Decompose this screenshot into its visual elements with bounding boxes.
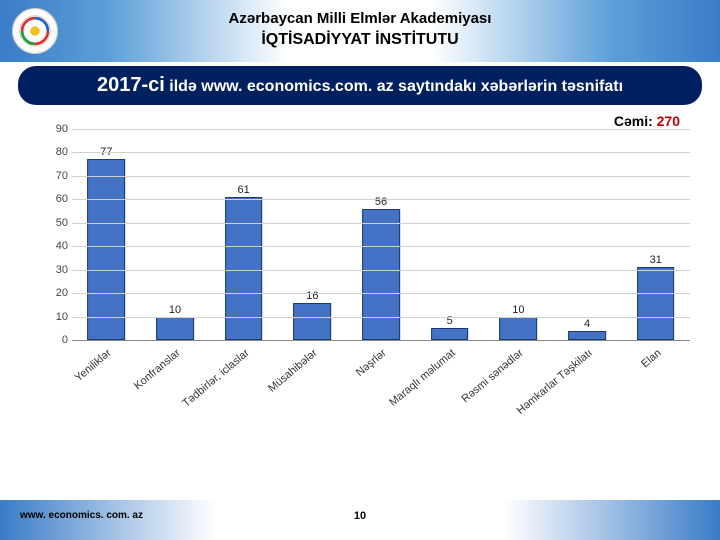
bar-slot: 5 [415, 129, 484, 340]
bar: 10 [499, 317, 537, 340]
grid-line [72, 176, 690, 177]
y-tick-label: 50 [44, 217, 68, 229]
grid-line [72, 246, 690, 247]
x-label-slot: Yeniliklər [72, 341, 141, 431]
logo [12, 8, 58, 54]
y-tick-label: 60 [44, 193, 68, 205]
bar: 16 [293, 303, 331, 341]
x-label-slot: Həmkarlar Təşkilatı [553, 341, 622, 431]
chart-total: Cəmi: 270 [0, 105, 720, 129]
bars-container: 77 10 61 16 56 5 10 4 31 [72, 129, 690, 340]
y-tick-label: 70 [44, 170, 68, 182]
y-tick-label: 40 [44, 240, 68, 252]
bar: 56 [362, 209, 400, 340]
bar: 77 [87, 159, 125, 340]
bar-value-label: 61 [238, 184, 250, 198]
plot-area: 7710611656510431 0102030405060708090 [72, 129, 690, 341]
bar-slot: 10 [141, 129, 210, 340]
bar-value-label: 31 [650, 254, 662, 268]
grid-line [72, 293, 690, 294]
header-line1: Azərbaycan Milli Elmlər Akademiyası [0, 10, 720, 27]
x-label-slot: Müsahibələr [278, 341, 347, 431]
bar-slot: 10 [484, 129, 553, 340]
total-value: 270 [657, 113, 680, 129]
bar-value-label: 56 [375, 196, 387, 210]
x-label-slot: Elan [621, 341, 690, 431]
x-labels: YeniliklərKonfranslarTədbirlər, iclaslar… [72, 341, 690, 431]
footer-page: 10 [354, 510, 366, 522]
bar-value-label: 10 [512, 304, 524, 318]
bar-slot: 56 [347, 129, 416, 340]
header-line2: İQTİSADİYYAT İNSTİTUTU [0, 31, 720, 49]
footer-url: www. economics. com. az [20, 510, 143, 521]
y-tick-label: 80 [44, 146, 68, 158]
total-label: Cəmi: [614, 113, 657, 129]
y-tick-label: 0 [44, 334, 68, 346]
bar-slot: 4 [553, 129, 622, 340]
grid-line [72, 317, 690, 318]
grid-line [72, 223, 690, 224]
title-year: 2017-ci [97, 74, 165, 96]
bar: 5 [431, 328, 469, 340]
chart: 7710611656510431 0102030405060708090 Yen… [50, 129, 690, 431]
header-band: Azərbaycan Milli Elmlər Akademiyası İQTİ… [0, 0, 720, 62]
bar-value-label: 4 [584, 318, 590, 332]
title-rest: ildə www. economics.com. az saytındakı x… [165, 78, 623, 95]
y-tick-label: 90 [44, 123, 68, 135]
grid-line [72, 152, 690, 153]
x-tick-label: Elan [639, 347, 664, 370]
y-tick-label: 10 [44, 311, 68, 323]
bar: 31 [637, 267, 675, 340]
grid-line [72, 270, 690, 271]
bar-value-label: 77 [100, 146, 112, 160]
bar: 61 [225, 197, 263, 340]
bar: 4 [568, 331, 606, 340]
x-tick-label: Nəşrlər [354, 347, 389, 379]
grid-line [72, 199, 690, 200]
bar-slot: 61 [209, 129, 278, 340]
x-tick-label: Yeniliklər [73, 347, 114, 384]
y-tick-label: 30 [44, 264, 68, 276]
bar-slot: 16 [278, 129, 347, 340]
grid-line [72, 129, 690, 130]
y-tick-label: 20 [44, 287, 68, 299]
bar-value-label: 16 [306, 290, 318, 304]
footer-band: www. economics. com. az 10 [0, 500, 720, 540]
bar-slot: 77 [72, 129, 141, 340]
bar-value-label: 10 [169, 304, 181, 318]
bar: 10 [156, 317, 194, 340]
bar-slot: 31 [621, 129, 690, 340]
title-pill: 2017-ci ildə www. economics.com. az sayt… [18, 66, 702, 105]
